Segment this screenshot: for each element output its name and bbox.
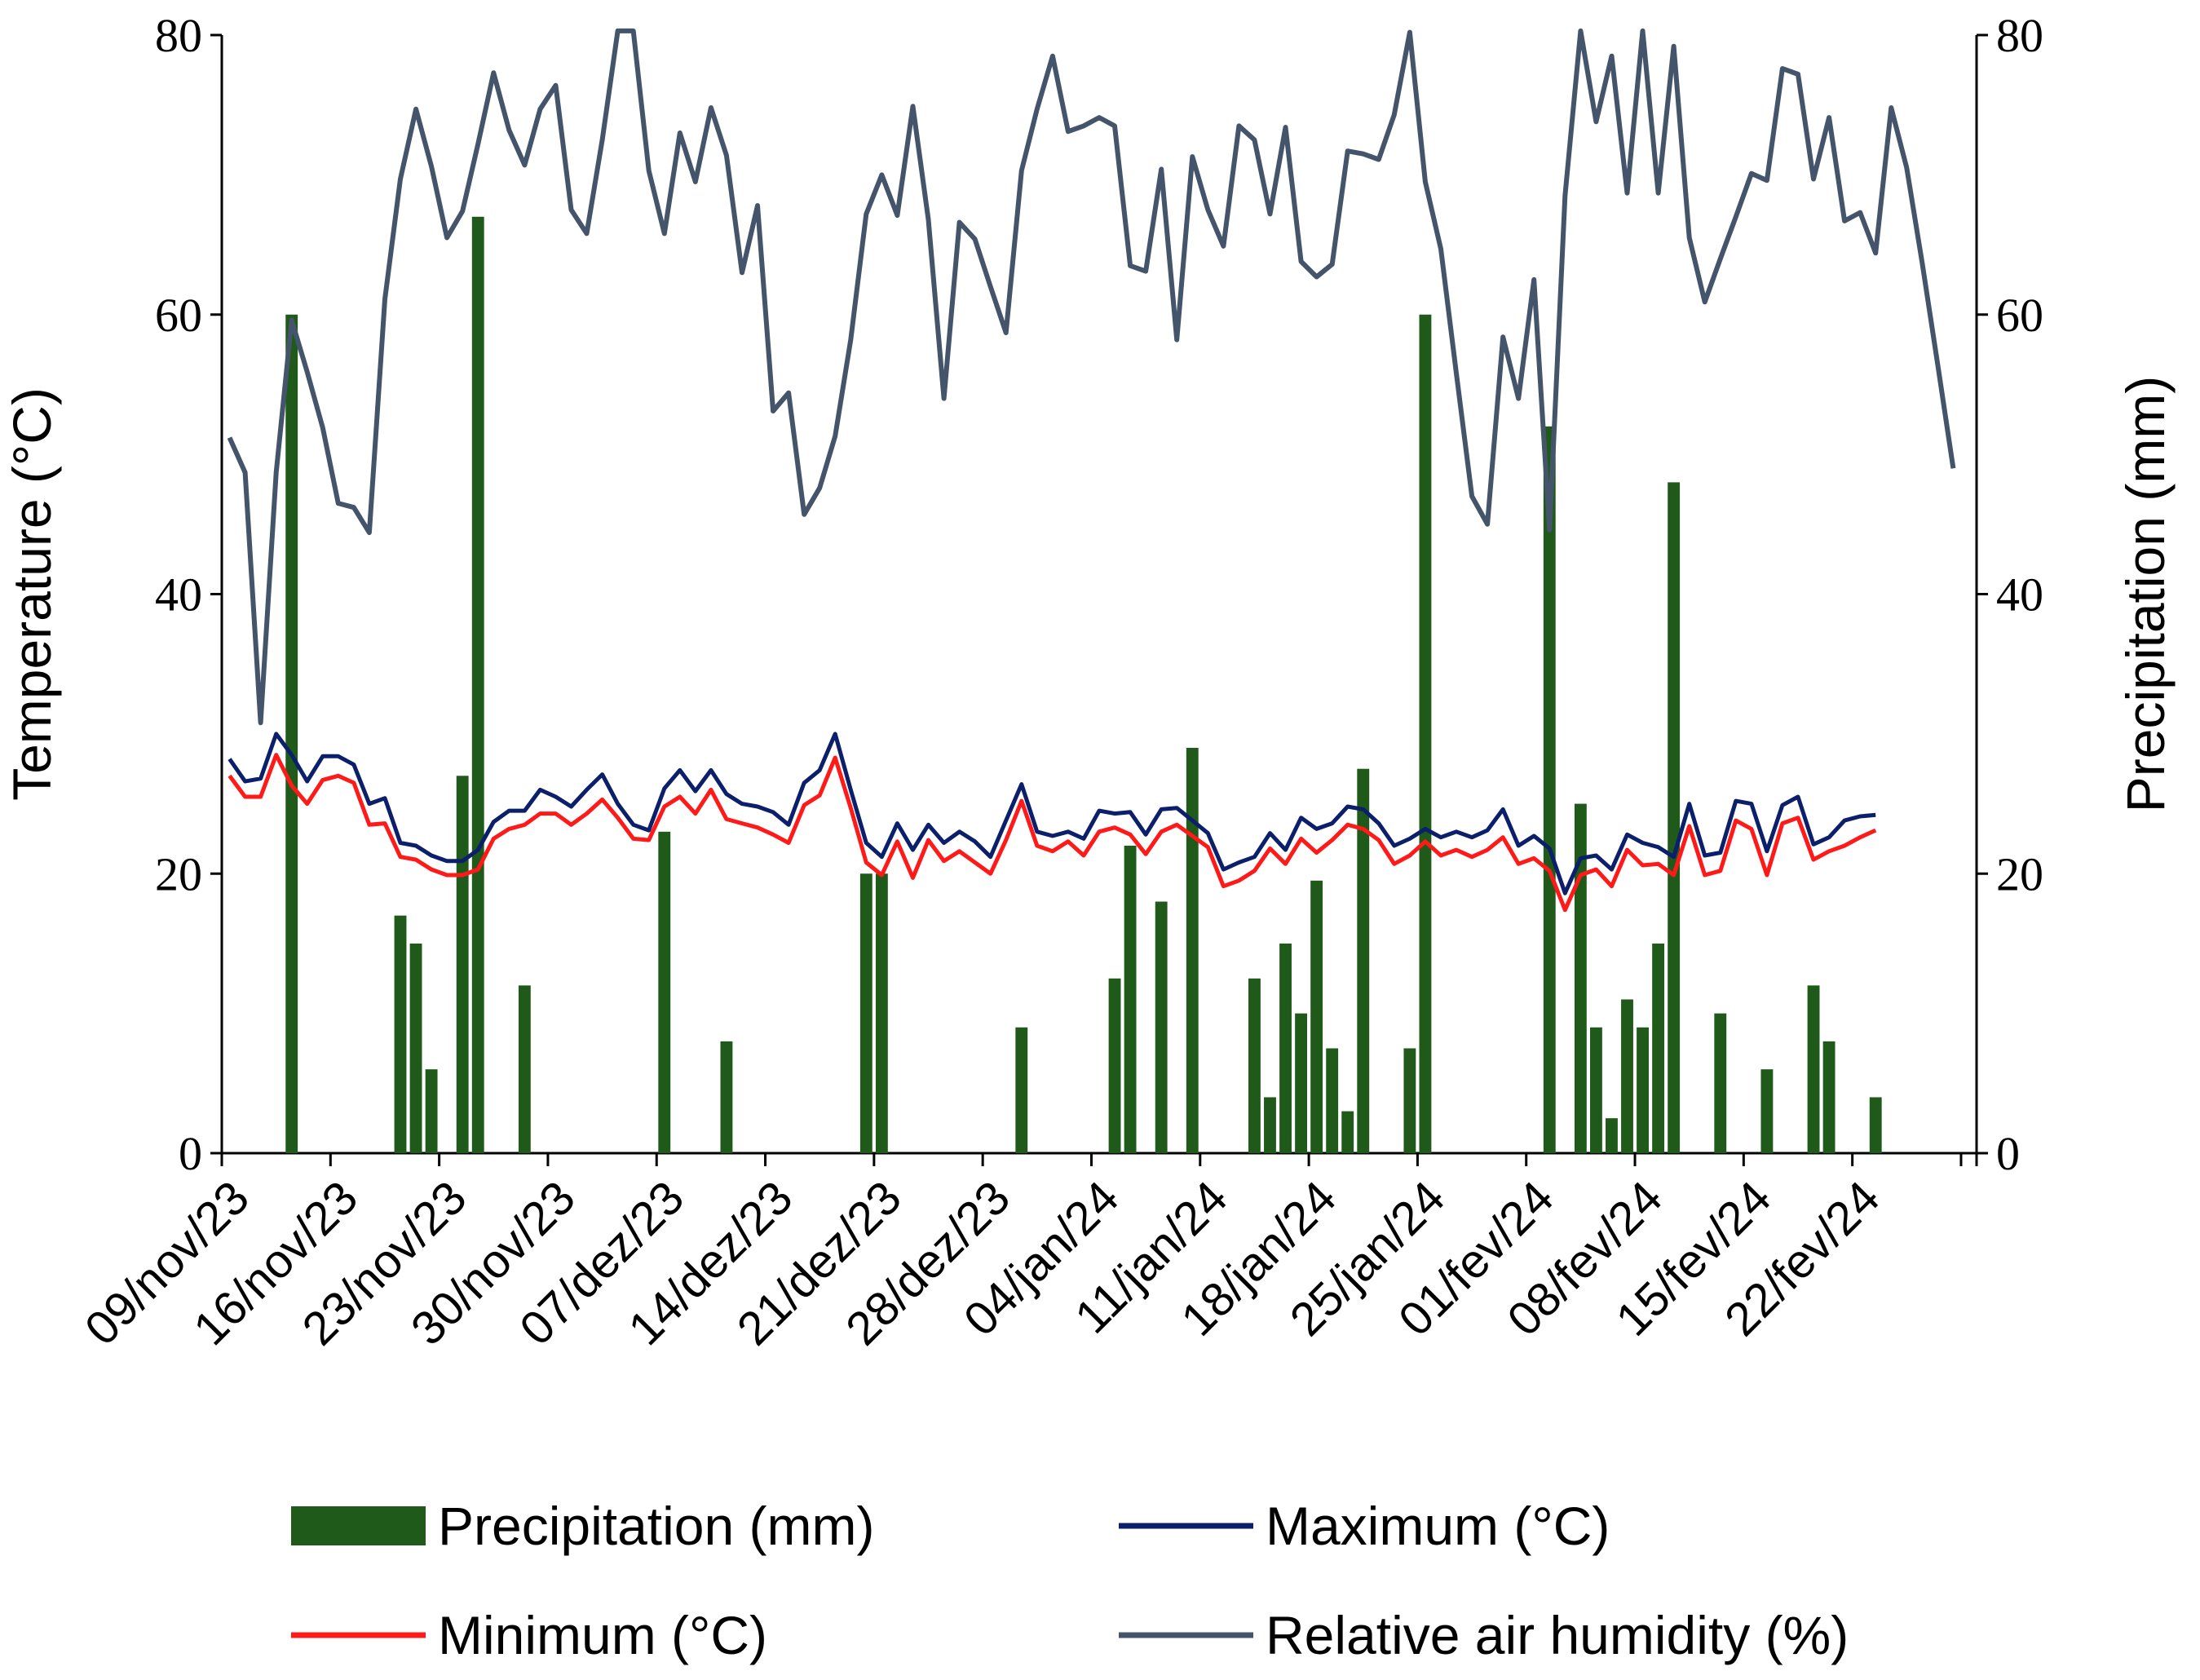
right-axis-title: Precipitation (mm) — [2115, 376, 2176, 812]
legend-label-precipitation: Precipitation (mm) — [438, 1496, 874, 1556]
minimum-temperature-line — [228, 753, 1877, 913]
left-tick-label: 40 — [155, 568, 202, 621]
precipitation-bar — [1714, 1013, 1727, 1153]
precipitation-bar — [518, 985, 531, 1153]
precipitation-bar — [875, 873, 888, 1153]
maximum-temperature-line — [228, 732, 1876, 895]
precipitation-bar — [1326, 1048, 1339, 1153]
left-tick-label: 0 — [179, 1127, 202, 1180]
precipitation-bar — [1357, 768, 1370, 1153]
precipitation-bar — [859, 873, 872, 1153]
precipitation-bar — [1248, 978, 1261, 1153]
precipitation-bar — [1760, 1069, 1774, 1153]
precipitation-bar — [1341, 1111, 1354, 1153]
humidity-line — [227, 28, 1956, 726]
right-tick-label: 20 — [1996, 847, 2043, 900]
precipitation-bar — [1668, 482, 1681, 1153]
precipitation-bar — [1279, 943, 1292, 1153]
precipitation-bar — [1419, 314, 1432, 1153]
precipitation-bar — [1621, 999, 1633, 1153]
precipitation-bar — [471, 216, 484, 1154]
precipitation-bar — [456, 776, 469, 1153]
precipitation-bar — [1652, 943, 1665, 1153]
precipitation-bar — [1574, 803, 1587, 1153]
precipitation-bar — [1015, 1027, 1028, 1153]
chart-legend: Precipitation (mm) Maximum (°C) Minimum (°… — [291, 1496, 1849, 1665]
series-lines — [227, 28, 1956, 913]
precipitation-bar — [425, 1069, 438, 1153]
legend-label-humidity: Relative air humidity (%) — [1266, 1605, 1849, 1665]
precipitation-bar — [1264, 1097, 1276, 1153]
precipitation-bar — [1124, 845, 1137, 1153]
right-tick-label: 80 — [1996, 9, 2043, 62]
precipitation-bar — [409, 943, 422, 1153]
precipitation-bars — [285, 216, 1882, 1154]
precipitation-bar — [1869, 1097, 1882, 1153]
left-axis-title: Temperature (°C) — [2, 387, 62, 801]
precipitation-bar — [720, 1041, 733, 1153]
precipitation-bar — [1155, 901, 1168, 1153]
precipitation-bar — [1310, 880, 1323, 1153]
precipitation-bar — [1403, 1048, 1416, 1153]
precipitation-bar — [285, 314, 298, 1153]
legend-swatch-precipitation — [291, 1506, 426, 1545]
precipitation-bar — [1589, 1027, 1602, 1153]
left-tick-label: 20 — [155, 847, 202, 900]
legend-label-minimum: Minimum (°C) — [438, 1605, 767, 1665]
left-tick-label: 60 — [155, 289, 202, 342]
precipitation-bar — [1295, 1013, 1308, 1153]
left-tick-label: 80 — [155, 9, 202, 62]
chart-axes — [210, 33, 1988, 1166]
legend-label-maximum: Maximum (°C) — [1266, 1496, 1610, 1556]
right-tick-label: 40 — [1996, 568, 2043, 621]
precipitation-bar — [1637, 1027, 1649, 1153]
precipitation-bar — [1606, 1118, 1618, 1153]
precipitation-bar — [1543, 426, 1556, 1153]
right-tick-label: 0 — [1996, 1127, 2020, 1180]
precipitation-bar — [658, 831, 671, 1153]
precipitation-bar — [1186, 748, 1199, 1153]
right-tick-label: 60 — [1996, 289, 2043, 342]
precipitation-bar — [394, 915, 407, 1153]
precipitation-bar — [1807, 985, 1820, 1153]
precipitation-bar — [1108, 978, 1121, 1153]
precipitation-bar — [1822, 1041, 1836, 1153]
